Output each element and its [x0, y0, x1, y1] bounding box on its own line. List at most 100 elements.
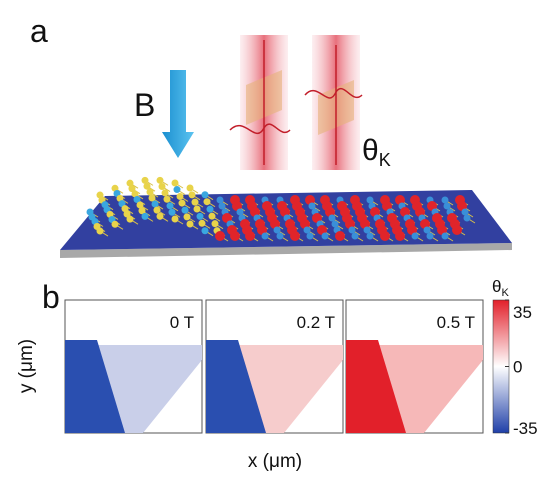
- atom: [306, 232, 314, 240]
- symbol: θ: [492, 277, 501, 296]
- atom: [148, 194, 156, 202]
- atom: [146, 188, 154, 196]
- atom: [121, 205, 129, 213]
- atom: [181, 206, 189, 214]
- atom: [186, 220, 194, 228]
- atom: [335, 231, 345, 241]
- atom: [328, 214, 336, 222]
- atom: [321, 232, 329, 240]
- panel-label: b: [42, 279, 60, 315]
- crystal-lattice: [86, 176, 476, 242]
- atom: [230, 231, 240, 241]
- subscript: K: [379, 150, 391, 170]
- atom: [141, 212, 149, 220]
- atom: [156, 212, 164, 220]
- field-label: 0.2 T: [297, 313, 335, 332]
- atom: [215, 231, 225, 241]
- x-axis-label: x (μm): [248, 451, 302, 472]
- atom: [317, 225, 327, 235]
- atom: [168, 208, 176, 216]
- symbol: θ: [362, 134, 379, 167]
- atom: [395, 231, 405, 241]
- colorbar-ticks: 35 0 -35: [505, 299, 538, 438]
- slab-edge: [60, 243, 512, 258]
- atom: [191, 198, 199, 206]
- atom: [290, 231, 300, 241]
- atom: [201, 191, 209, 199]
- field-label: 0 T: [170, 313, 194, 332]
- atom: [303, 226, 311, 234]
- atom: [400, 207, 410, 217]
- atom: [407, 225, 417, 235]
- atom: [441, 232, 449, 240]
- atom: [308, 202, 316, 210]
- field-arrow: [162, 70, 194, 158]
- atom: [133, 196, 141, 204]
- atom: [366, 196, 374, 204]
- field-label: B: [134, 87, 155, 123]
- atom: [280, 207, 290, 217]
- atom: [437, 225, 447, 235]
- atom: [250, 207, 260, 217]
- atom: [300, 219, 310, 229]
- atom: [196, 212, 204, 220]
- atom: [261, 232, 269, 240]
- atom: [423, 226, 431, 234]
- colorbar-tick-label: -35: [513, 419, 538, 438]
- atom: [161, 189, 169, 197]
- substrate-region: [346, 340, 406, 433]
- map: 0 T: [64, 299, 203, 434]
- atom: [208, 212, 216, 220]
- atom: [305, 195, 315, 205]
- atom: [382, 201, 392, 211]
- atom: [273, 226, 281, 234]
- atom: [206, 205, 214, 213]
- atom: [186, 184, 194, 192]
- atom: [218, 202, 226, 210]
- atom: [171, 215, 179, 223]
- atom: [211, 220, 219, 228]
- atom: [411, 232, 419, 240]
- atom: [173, 186, 181, 194]
- atom: [128, 185, 136, 193]
- atom: [111, 220, 119, 228]
- atom: [276, 232, 284, 240]
- atom: [216, 196, 224, 204]
- atom: [427, 201, 437, 211]
- film-region: [97, 345, 202, 433]
- kerr-angle-label: θK: [362, 134, 391, 170]
- map: 0.5 T: [345, 299, 484, 434]
- atom: [441, 196, 449, 204]
- atom: [363, 226, 371, 234]
- atom: [198, 219, 206, 227]
- atom: [370, 207, 380, 217]
- substrate-region: [206, 340, 266, 433]
- atom: [126, 179, 134, 187]
- atom: [183, 213, 191, 221]
- atom: [420, 219, 430, 229]
- atom: [236, 208, 244, 216]
- atom: [463, 214, 471, 222]
- atom: [156, 176, 164, 184]
- atom: [345, 219, 355, 229]
- subscript: K: [501, 287, 509, 299]
- atom: [245, 231, 255, 241]
- atom: [151, 200, 159, 208]
- atom: [270, 219, 280, 229]
- atom: [138, 207, 146, 215]
- atom: [171, 179, 179, 187]
- atom: [232, 201, 242, 211]
- film-region: [238, 345, 343, 433]
- atom: [96, 227, 104, 235]
- y-axis-label: y (μm): [16, 339, 37, 393]
- atom: [457, 201, 467, 211]
- atom: [131, 190, 139, 198]
- atom: [415, 207, 425, 217]
- map: 0.2 T: [205, 299, 344, 434]
- atom: [141, 176, 149, 184]
- atom: [188, 191, 196, 199]
- atom: [203, 198, 211, 206]
- atom: [158, 183, 166, 191]
- substrate-region: [65, 340, 125, 433]
